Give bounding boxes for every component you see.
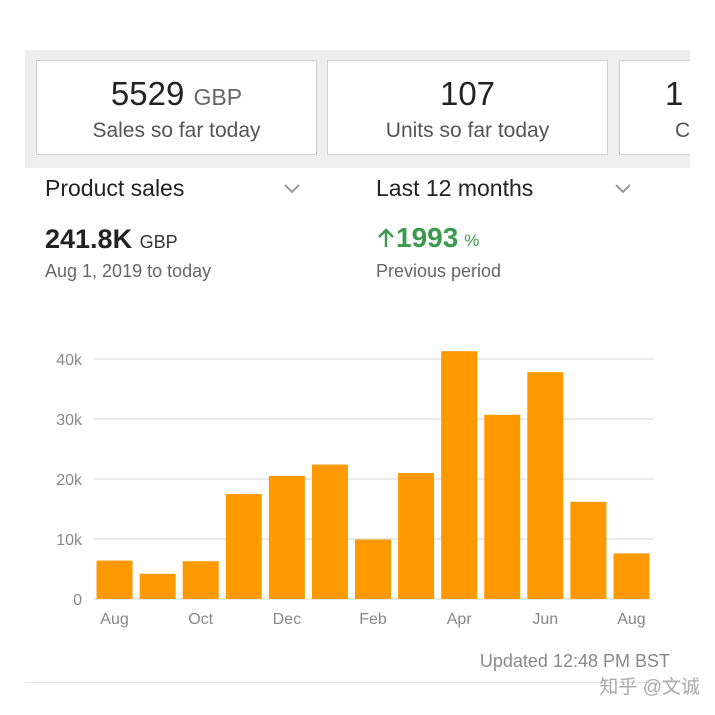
chevron-down-icon — [284, 184, 300, 194]
units-today-card[interactable]: 107 Units so far today — [327, 60, 608, 155]
updated-timestamp: Updated 12:48 PM BST — [479, 651, 670, 671]
x-tick-label: Feb — [359, 611, 387, 628]
y-tick-label: 40k — [56, 352, 83, 369]
arrow-up-icon — [378, 228, 394, 247]
bottom-divider — [25, 682, 690, 683]
x-tick-label: Apr — [447, 611, 473, 628]
bar-11[interactable] — [570, 501, 607, 599]
metric-dropdown[interactable]: Product sales — [45, 172, 303, 204]
x-tick-label: Aug — [100, 611, 128, 628]
sales-today-label: Sales so far today — [92, 119, 261, 142]
sales-bar-chart[interactable]: 0 10k 20k 30k 40k Aug Oct Dec Feb Apr Jun Aug — [0, 330, 715, 640]
x-tick-label: Jun — [532, 611, 558, 628]
bar-1[interactable] — [139, 573, 176, 599]
sales-today-unit: GBP — [193, 84, 243, 110]
bar-10[interactable] — [527, 372, 564, 599]
total-sales-metric: 241.8K GBP — [45, 224, 178, 255]
bar-3[interactable] — [225, 494, 262, 599]
total-sales-unit: GBP — [139, 232, 178, 252]
chevron-down-icon — [615, 184, 631, 194]
third-card-value: 1 — [665, 75, 684, 112]
x-tick-label: Aug — [617, 611, 645, 628]
bar-2[interactable] — [182, 561, 219, 599]
bar-9[interactable] — [484, 414, 521, 599]
units-today-label: Units so far today — [385, 119, 550, 142]
period-dropdown[interactable]: Last 12 months — [376, 172, 634, 204]
watermark-text: 知乎 @文诚 — [599, 677, 700, 698]
metric-dropdown-label: Product sales — [45, 174, 185, 201]
bar-0[interactable] — [96, 560, 133, 599]
period-dropdown-label: Last 12 months — [376, 174, 534, 201]
change-metric: 1993 % — [376, 222, 479, 254]
bar-5[interactable] — [311, 464, 348, 599]
sales-today-value-row: 5529 GBP — [37, 75, 316, 113]
total-sales-value: 241.8K — [45, 224, 133, 254]
sales-today-card[interactable]: 5529 GBP Sales so far today — [36, 60, 317, 155]
y-tick-label: 30k — [56, 412, 83, 429]
bar-7[interactable] — [398, 473, 435, 599]
third-card-partial[interactable]: 1 C — [619, 60, 690, 155]
date-range-text: Aug 1, 2019 to today — [45, 261, 212, 281]
x-tick-label: Oct — [188, 611, 213, 628]
x-tick-label: Dec — [273, 611, 301, 628]
units-today-value: 107 — [439, 75, 496, 112]
y-tick-label: 0 — [73, 592, 82, 609]
change-unit: % — [464, 231, 480, 250]
bar-6[interactable] — [355, 539, 391, 599]
bar-4[interactable] — [268, 476, 305, 599]
change-caption: Previous period — [376, 261, 502, 281]
bar-8[interactable] — [441, 351, 478, 599]
bar-12[interactable] — [613, 553, 650, 599]
third-card-label: C — [675, 119, 690, 142]
sales-today-value: 5529 — [110, 75, 185, 112]
y-tick-label: 10k — [56, 532, 83, 549]
y-tick-label: 20k — [56, 472, 83, 489]
change-value: 1993 — [396, 222, 459, 253]
units-today-value-row: 107 — [328, 75, 607, 113]
